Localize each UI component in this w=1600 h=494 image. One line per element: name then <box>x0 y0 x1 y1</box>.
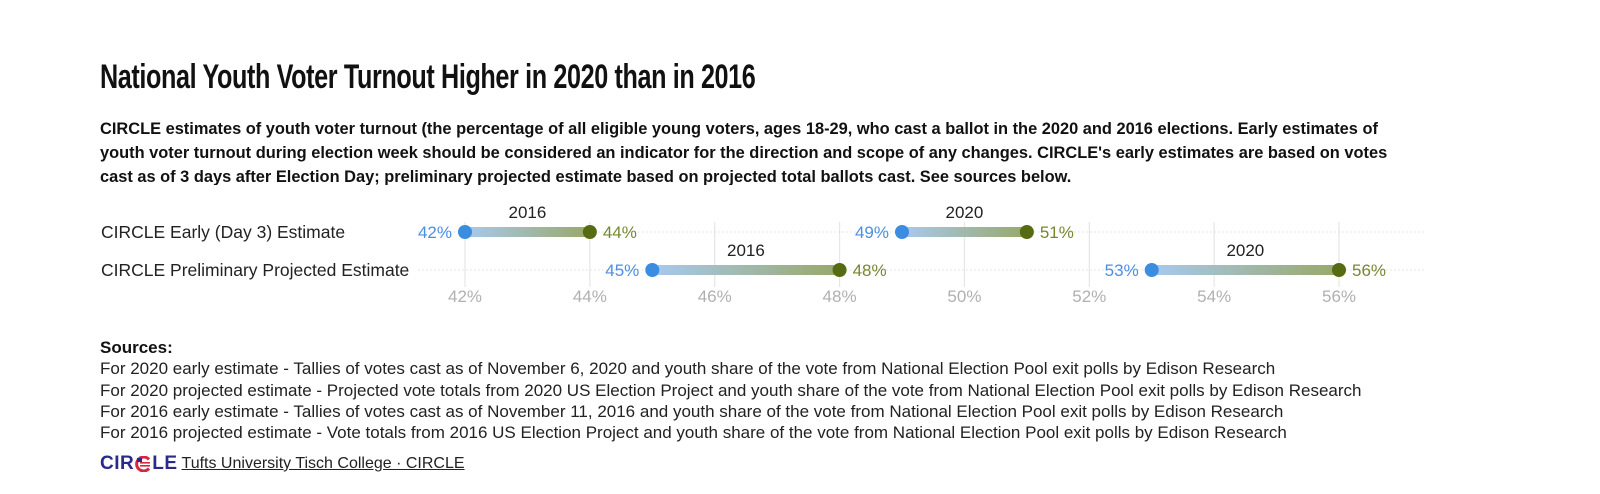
circle-logo: CIR LE <box>100 453 178 475</box>
x-tick-label: 52% <box>1072 287 1106 306</box>
low-dot <box>645 263 660 277</box>
subtitle-lead: CIRCLE <box>100 120 162 138</box>
source-line: For 2020 projected estimate - Projected … <box>100 380 1362 400</box>
row-lines <box>418 231 1424 271</box>
range-year-label: 2020 <box>1226 241 1264 260</box>
low-value-label: 49% <box>855 223 889 242</box>
dumbbell-chart: CIRCLE Early (Day 3) Estimate CIRCLE Prel… <box>101 203 1424 306</box>
logo-text-right: LE <box>152 453 178 474</box>
low-dot <box>458 225 472 239</box>
high-value-label: 51% <box>1040 223 1074 242</box>
high-dot <box>1332 263 1346 277</box>
x-tick-label: 42% <box>448 287 482 306</box>
source-line: For 2016 projected estimate - Vote total… <box>100 423 1287 443</box>
x-tick-label: 48% <box>823 287 857 306</box>
subtitle-text: estimates of youth voter turnout (the pe… <box>100 120 1388 185</box>
high-dot <box>582 225 597 239</box>
low-value-label: 45% <box>605 261 639 280</box>
high-dot <box>832 263 847 277</box>
footer-link[interactable]: Tufts University Tisch College · CIRCLE <box>181 455 465 472</box>
range-connector <box>1151 265 1339 275</box>
sources-heading: Sources: <box>100 338 173 357</box>
x-tick-label: 54% <box>1197 287 1231 306</box>
high-value-label: 48% <box>853 261 887 280</box>
range-connector <box>465 227 590 237</box>
source-line: For 2016 early estimate - Tallies of vot… <box>100 401 1284 421</box>
chart-subtitle: CIRCLE estimates of youth voter turnout … <box>100 117 1420 185</box>
low-dot <box>895 225 909 239</box>
range-year-label: 2016 <box>727 241 765 260</box>
range-year-label: 2016 <box>509 203 547 222</box>
range-year-label: 2020 <box>946 203 984 222</box>
clipped-header-text <box>80 0 86 7</box>
x-tick-label: 46% <box>698 287 732 306</box>
x-tick-label: 50% <box>947 287 981 306</box>
range-connector <box>902 227 1027 237</box>
dumbbell-marks: 42% 44% 2016 49% 51% 2020 45% 48% 2016 53% 56% 2020 <box>418 203 1386 280</box>
category-labels: CIRCLE Early (Day 3) Estimate CIRCLE Prel… <box>101 222 409 280</box>
logo-text-left: CIR <box>100 453 135 474</box>
high-value-label: 44% <box>603 223 637 242</box>
low-value-label: 42% <box>418 223 452 242</box>
low-dot <box>1144 263 1159 277</box>
source-line: For 2020 early estimate - Tallies of vot… <box>100 359 1276 379</box>
x-axis-ticks: 42% 44% 46% 48% 50% 52% 54% 56% <box>448 287 1356 306</box>
footer: CIR LE Tufts University Tisch College · … <box>100 453 465 475</box>
chart-title: National Youth Voter Turnout Higher in 2… <box>100 58 756 96</box>
low-value-label: 53% <box>1105 261 1139 280</box>
x-tick-label: 44% <box>573 287 607 306</box>
category-label: CIRCLE Early (Day 3) Estimate <box>101 222 345 242</box>
range-connector <box>652 265 840 275</box>
sources-block: Sources: For 2020 early estimate - Talli… <box>100 337 1362 443</box>
high-value-label: 56% <box>1352 261 1386 280</box>
category-label: CIRCLE Preliminary Projected Estimate <box>101 260 409 280</box>
flag-c-icon <box>135 456 151 472</box>
high-dot <box>1019 225 1034 239</box>
x-tick-label: 56% <box>1322 287 1356 306</box>
